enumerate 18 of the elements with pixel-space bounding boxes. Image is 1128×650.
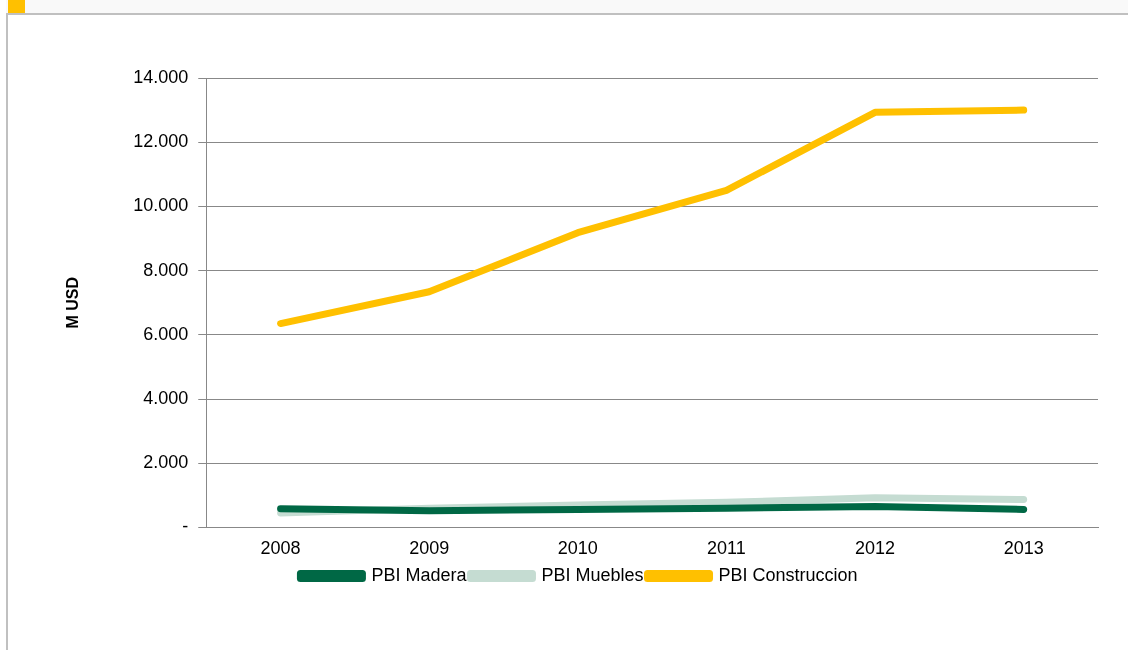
- x-tick-label: 2010: [557, 538, 598, 559]
- y-tick-label: 2.000: [143, 452, 189, 473]
- legend-label: PBI Madera: [371, 564, 468, 585]
- y-tick-label: -: [182, 516, 189, 537]
- y-tick-label: 6.000: [143, 323, 189, 344]
- y-tick-label: 10.000: [133, 195, 189, 216]
- y-tick-label: 8.000: [143, 259, 189, 280]
- y-axis-title: M USD: [64, 276, 82, 329]
- y-tick-label: 4.000: [143, 387, 189, 408]
- x-tick-label: 2013: [1003, 538, 1044, 559]
- legend-label: PBI Construccion: [718, 564, 858, 585]
- x-tick-label: 2012: [855, 538, 896, 559]
- legend-label: PBI Muebles: [541, 564, 644, 585]
- x-tick-label: 2008: [260, 538, 301, 559]
- x-tick-label: 2011: [707, 538, 746, 559]
- y-tick-label: 12.000: [133, 131, 189, 152]
- x-tick-label: 2009: [409, 538, 450, 559]
- y-tick-label: 14.000: [133, 66, 189, 87]
